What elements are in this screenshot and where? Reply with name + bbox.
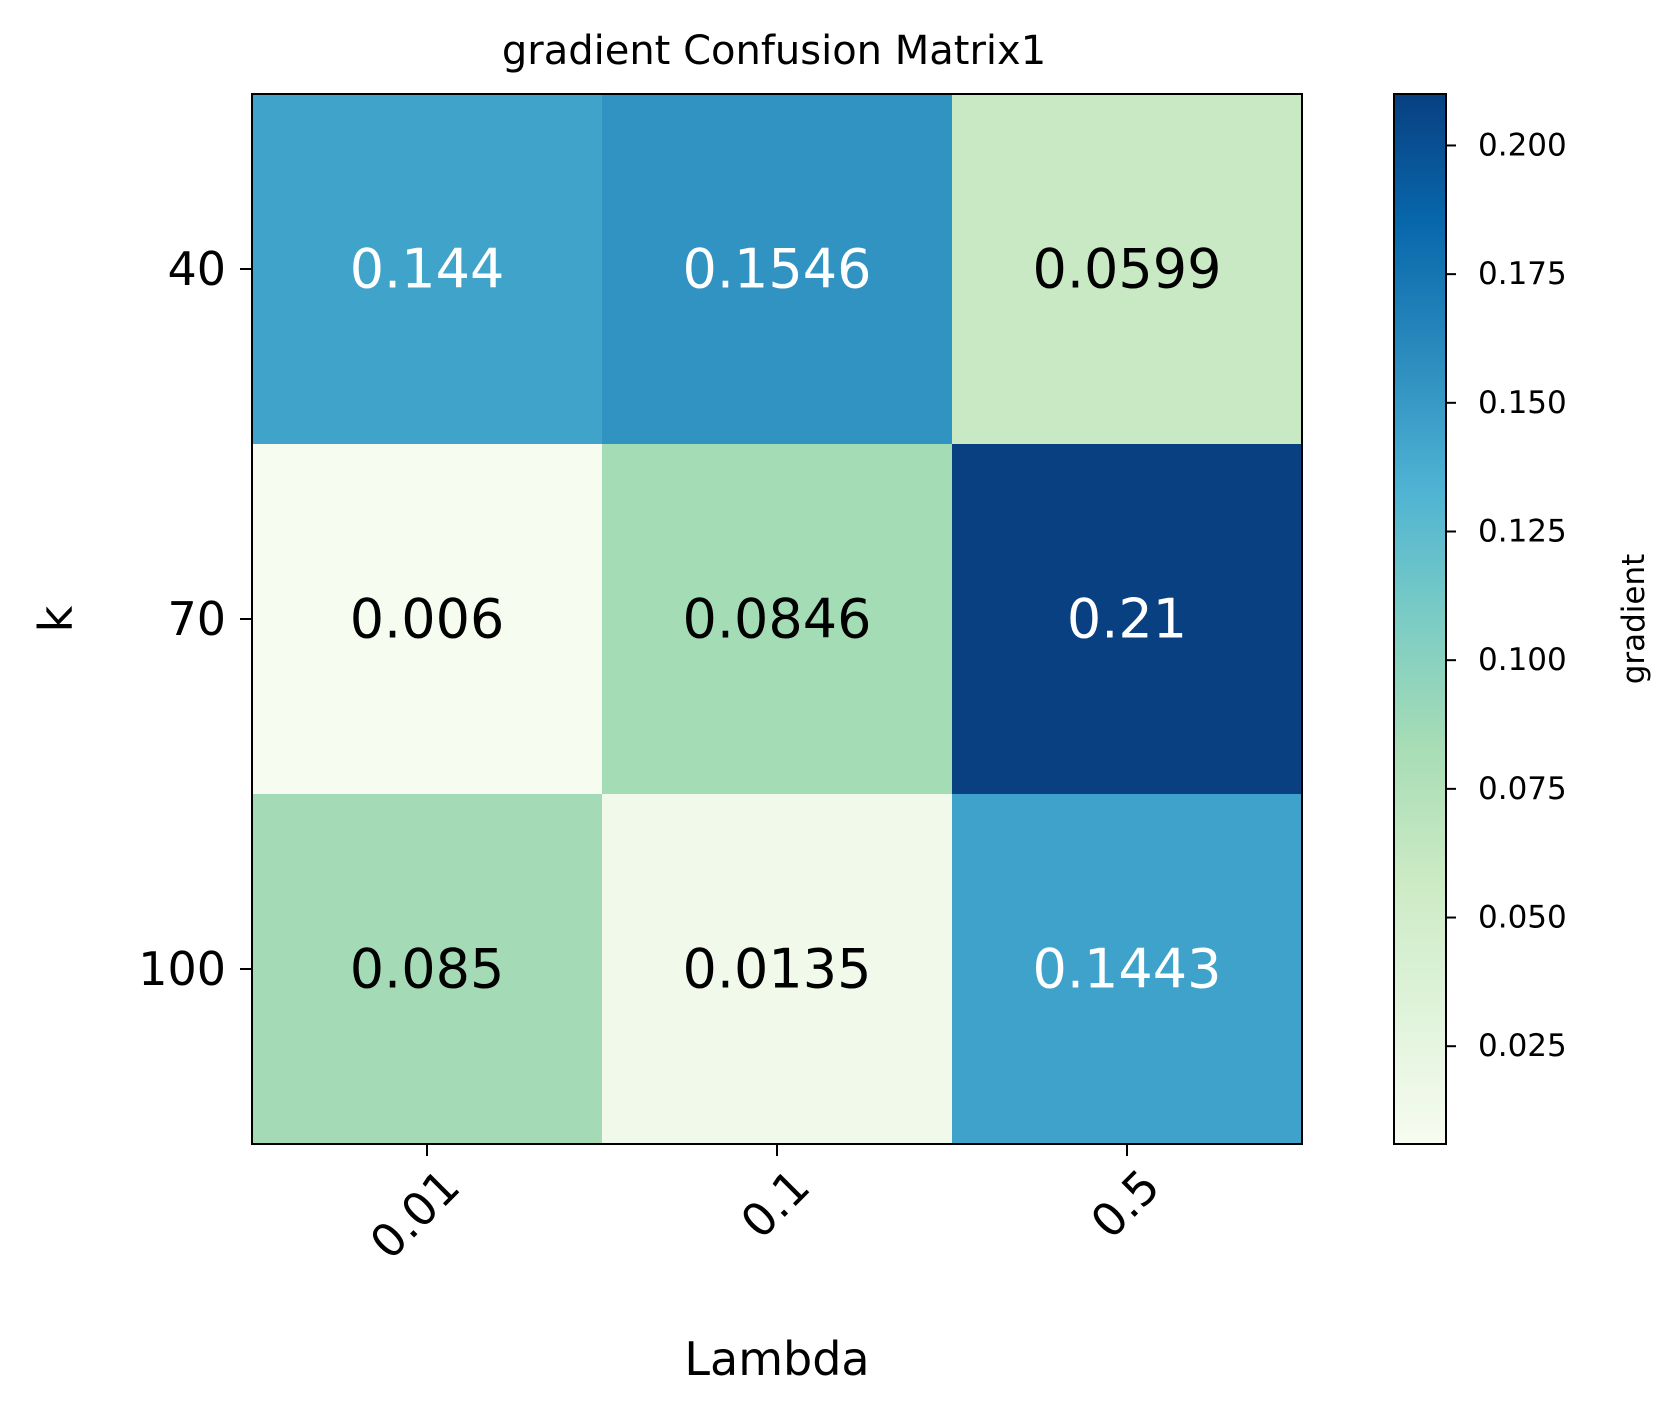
chart-title: gradient Confusion Matrix1 [502, 28, 1046, 74]
colorbar-label: gradient [1616, 554, 1652, 685]
colorbar-ticks: 0.025 0.050 0.075 0.100 0.125 0.150 0.175 0.200 [1446, 127, 1567, 1064]
heatmap-cells: 0.144 0.1546 0.0599 0.006 0.0846 0.21 0.085 0.0… [252, 94, 1303, 1145]
x-axis: 0.01 0.1 0.5 [359, 1144, 1170, 1270]
heatmap-cell [602, 94, 953, 445]
colorbar-tick-label: 0.025 [1478, 1028, 1567, 1064]
x-tick-label: 0.1 [730, 1159, 820, 1249]
heatmap-cell [602, 794, 953, 1145]
colorbar-tick-label: 0.050 [1478, 900, 1567, 936]
y-axis-label: k [29, 605, 83, 632]
heatmap-cell [952, 444, 1303, 795]
cell-value-label: 0.0135 [683, 938, 872, 1001]
colorbar-tick-label: 0.150 [1478, 385, 1567, 421]
heatmap-cell [952, 94, 1303, 445]
x-tick-label: 0.5 [1080, 1159, 1170, 1249]
cell-value-label: 0.0599 [1033, 238, 1222, 301]
cell-value-label: 0.0846 [683, 588, 872, 651]
colorbar-tick-label: 0.100 [1478, 642, 1567, 678]
cell-value-label: 0.1443 [1033, 938, 1222, 1001]
heatmap-cell [252, 444, 603, 795]
heatmap-cell [252, 94, 603, 445]
colorbar-tick-label: 0.175 [1478, 256, 1567, 292]
y-tick-label: 70 [167, 592, 226, 646]
heatmap-cell [602, 444, 953, 795]
cell-value-label: 0.144 [350, 238, 505, 301]
y-axis: 40 70 100 [138, 242, 252, 996]
heatmap-cell [252, 794, 603, 1145]
y-tick-label: 100 [138, 942, 226, 996]
x-axis-label: Lambda [684, 1332, 869, 1386]
cell-value-label: 0.085 [350, 938, 505, 1001]
heatmap-cell [952, 794, 1303, 1145]
colorbar-tick-label: 0.200 [1478, 127, 1567, 163]
x-tick-label: 0.01 [359, 1159, 470, 1270]
cell-value-label: 0.21 [1067, 588, 1187, 651]
cell-value-label: 0.1546 [683, 238, 872, 301]
colorbar-tick-label: 0.075 [1478, 771, 1567, 807]
colorbar: 0.025 0.050 0.075 0.100 0.125 0.150 0.175 0.200… [1393, 93, 1652, 1145]
y-tick-label: 40 [167, 242, 226, 296]
colorbar-tick-label: 0.125 [1478, 514, 1567, 550]
cell-value-label: 0.006 [350, 588, 505, 651]
colorbar-gradient [1393, 93, 1447, 1145]
